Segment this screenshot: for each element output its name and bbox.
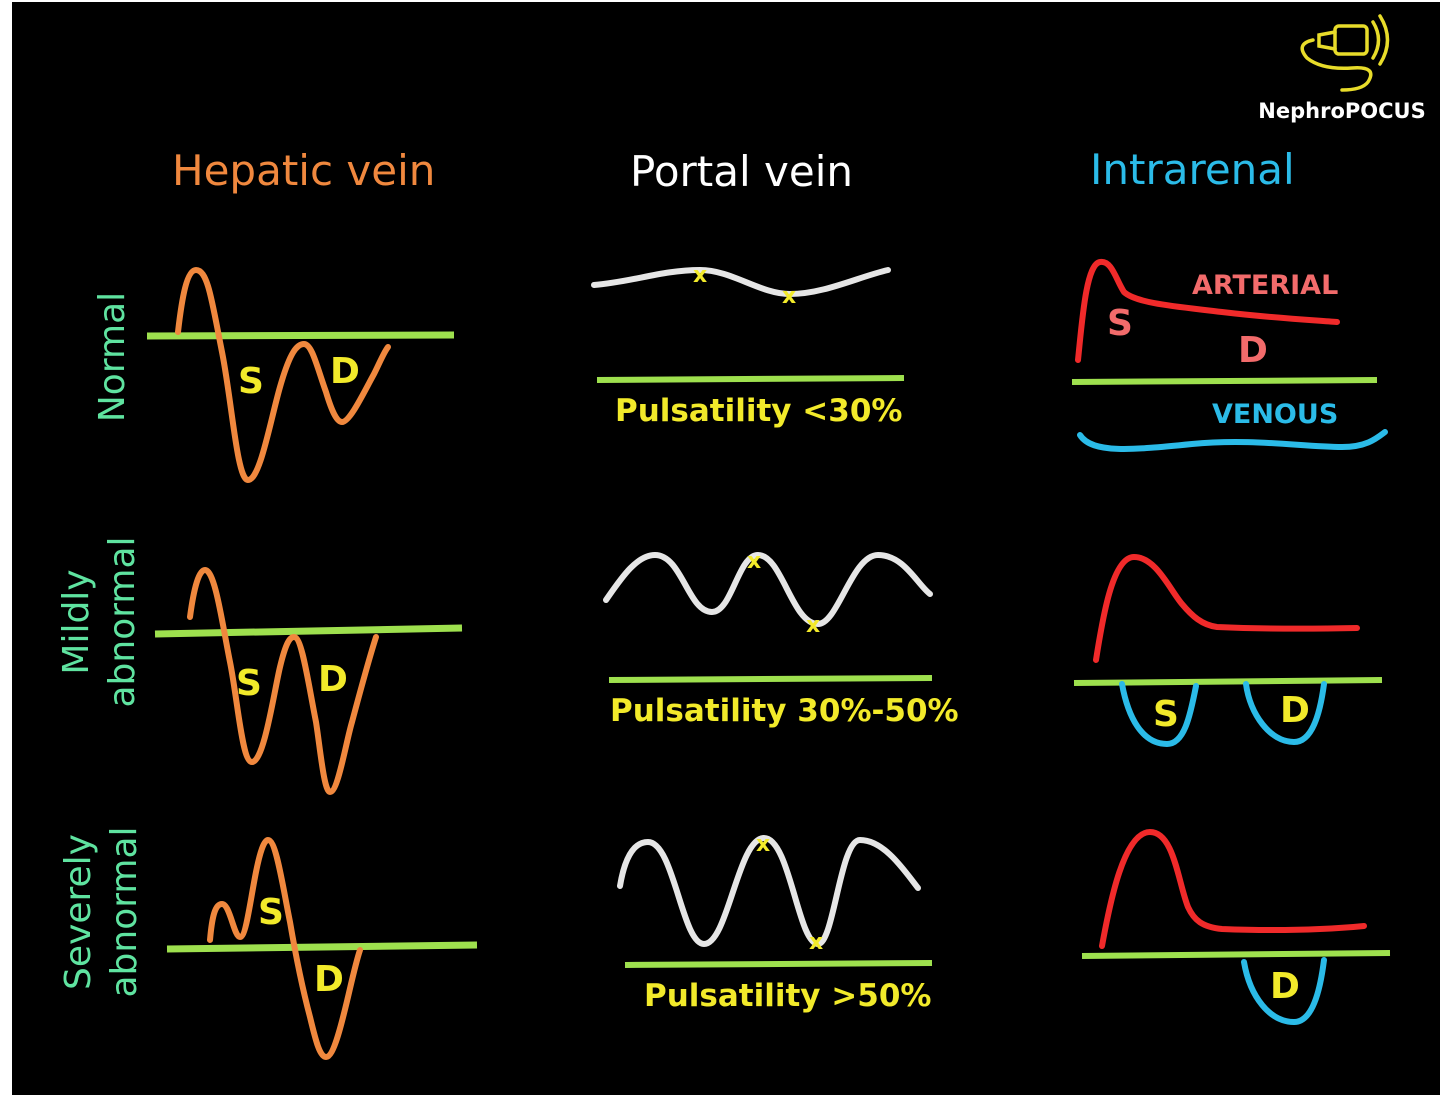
intrarenal-normal-waveform: ARTERIAL S D VENOUS xyxy=(1071,258,1388,452)
doppler-waveform-diagram: NephroPOCUS Hepatic vein Portal vein Int… xyxy=(56,14,1426,1061)
s-label: S xyxy=(1107,303,1133,344)
pulsatility-label: Pulsatility 30%-50% xyxy=(610,693,959,729)
diagram-canvas: NephroPOCUS Hepatic vein Portal vein Int… xyxy=(12,2,1440,1095)
venous-wave xyxy=(1077,429,1388,452)
x-marker: x xyxy=(782,284,796,309)
x-marker: x xyxy=(756,832,770,857)
x-marker: x xyxy=(693,263,707,288)
intrarenal-severe-waveform: D xyxy=(1081,828,1391,1026)
baseline xyxy=(608,675,933,683)
portal-wave xyxy=(603,551,933,628)
portal-wave xyxy=(617,834,921,948)
hepatic-vein-title: Hepatic vein xyxy=(172,146,435,195)
pulsatility-label: Pulsatility <30% xyxy=(615,393,902,429)
d-label: D xyxy=(318,659,348,700)
row-label-line: abnormal xyxy=(104,826,145,997)
logo-text: NephroPOCUS xyxy=(1258,99,1425,123)
d-label: D xyxy=(1238,330,1268,371)
hepatic-wave xyxy=(187,566,379,796)
arterial-wave xyxy=(1093,553,1360,663)
d-label: D xyxy=(314,959,344,1000)
s-label: S xyxy=(258,892,284,933)
portal-severe-waveform: x x Pulsatility >50% xyxy=(617,832,933,1014)
venous-wave-d xyxy=(1243,681,1327,746)
hepatic-normal-waveform: S D xyxy=(146,266,455,484)
portal-normal-waveform: x x Pulsatility <30% xyxy=(591,263,905,429)
row-label-line: abnormal xyxy=(102,536,143,707)
arterial-wave xyxy=(1099,828,1367,949)
pulsatility-label: Pulsatility >50% xyxy=(644,978,931,1014)
arterial-wave xyxy=(1075,258,1340,363)
baseline xyxy=(146,331,455,340)
baseline xyxy=(166,941,478,953)
hepatic-severe-waveform: S D xyxy=(166,836,478,1061)
portal-wave xyxy=(591,266,891,298)
portal-vein-title: Portal vein xyxy=(630,147,853,196)
row-label-normal: Normal xyxy=(92,292,133,422)
baseline xyxy=(1081,950,1391,959)
baseline xyxy=(624,960,933,968)
arterial-label: ARTERIAL xyxy=(1192,270,1338,301)
row-label-line: Severely xyxy=(58,834,99,990)
venous-wave-d xyxy=(1241,957,1327,1026)
venous-label: VENOUS xyxy=(1212,399,1338,430)
portal-mild-waveform: x x Pulsatility 30%-50% xyxy=(603,549,959,729)
baseline xyxy=(154,624,463,638)
row-label-line: Normal xyxy=(92,292,133,422)
d-label: D xyxy=(1280,690,1310,731)
logo: NephroPOCUS xyxy=(1258,14,1426,123)
d-label: D xyxy=(330,351,360,392)
ultrasound-probe-icon xyxy=(1300,14,1390,92)
intrarenal-title: Intrarenal xyxy=(1090,145,1295,194)
row-label-line: Mildly xyxy=(56,569,97,674)
s-label: S xyxy=(1153,694,1179,735)
row-label-mildly-abnormal: Mildly abnormal xyxy=(56,536,143,707)
hepatic-mild-waveform: S D xyxy=(154,566,463,796)
venous-wave-s xyxy=(1119,681,1199,748)
hepatic-wave xyxy=(175,266,391,484)
d-label: D xyxy=(1270,966,1300,1007)
s-label: S xyxy=(236,663,262,704)
hepatic-wave xyxy=(207,836,363,1061)
row-label-severely-abnormal: Severely abnormal xyxy=(58,826,145,997)
baseline xyxy=(1073,677,1383,686)
s-label: S xyxy=(238,361,264,402)
intrarenal-mild-waveform: S D xyxy=(1073,553,1383,748)
x-marker: x xyxy=(809,930,823,955)
baseline xyxy=(596,375,905,383)
baseline xyxy=(1071,377,1378,385)
x-marker: x xyxy=(747,549,761,574)
x-marker: x xyxy=(806,613,820,638)
